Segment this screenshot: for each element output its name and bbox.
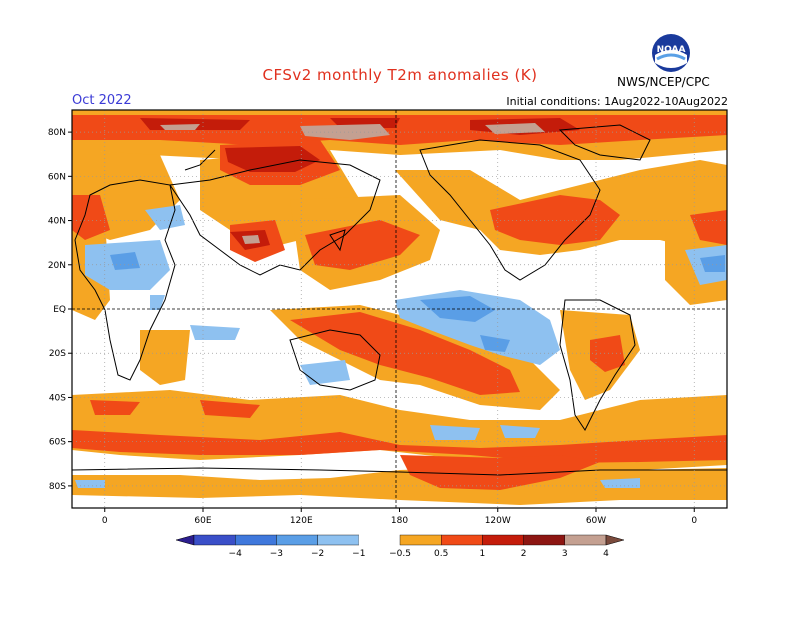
lon-tick-label: 60E (194, 516, 211, 526)
colorbar-segment (358, 535, 400, 545)
lon-tick-label: 120W (485, 516, 511, 526)
forecast-month: Oct 2022 (72, 93, 132, 108)
noaa-logo: NOAA (652, 34, 690, 72)
colorbar-segment (523, 534, 565, 546)
anomaly-layer-neg0.5 (75, 205, 727, 488)
colorbar-segment (399, 534, 442, 546)
colorbar-label: 2 (521, 549, 527, 559)
colorbar-segment (482, 534, 524, 546)
colorbar-label: 1 (480, 549, 486, 559)
chart-title: CFSv2 monthly T2m anomalies (K) (262, 66, 538, 84)
colorbar-segment (441, 534, 483, 546)
agency-label: NWS/NCEP/CPC (617, 75, 710, 89)
colorbar-label: −0.5 (389, 549, 411, 559)
colorbar-segment (234, 534, 277, 546)
lat-tick-label: 80S (49, 482, 66, 492)
lat-tick-label: EQ (53, 305, 66, 315)
map-field (72, 110, 727, 508)
colorbar-label: −4 (229, 549, 243, 559)
colorbar-label: −2 (311, 549, 324, 559)
lon-tick-label: 180 (391, 516, 408, 526)
longitude-ticks: 0 60E 120E 180 120W 60W 0 (102, 508, 697, 526)
colorbar-segment (564, 534, 607, 546)
lat-tick-label: 80N (48, 128, 66, 138)
lat-tick-label: 40N (48, 217, 66, 227)
lon-tick-label: 0 (102, 516, 108, 526)
lat-tick-label: 20S (49, 349, 66, 359)
colorbar-min-arrow (175, 534, 195, 546)
colorbar-label: 4 (603, 549, 609, 559)
latitude-ticks: 80N 60N 40N 20N EQ 20S 40S 60S 80S (48, 128, 72, 492)
colorbar-label: −3 (270, 549, 283, 559)
colorbar-label: −1 (352, 549, 365, 559)
colorbar-max-arrow (605, 534, 625, 546)
colorbar: −4 −3 −2 −1 −0.5 0.5 1 2 3 4 (175, 534, 625, 559)
colorbar-segment (193, 534, 236, 546)
lon-tick-label: 0 (691, 516, 697, 526)
lat-tick-label: 60N (48, 172, 66, 182)
colorbar-segment (317, 534, 360, 546)
lon-tick-label: 60W (586, 516, 606, 526)
lat-tick-label: 60S (49, 438, 66, 448)
colorbar-segment (276, 534, 318, 546)
lat-tick-label: 20N (48, 261, 66, 271)
initial-conditions: Initial conditions: 1Aug2022-10Aug2022 (506, 95, 728, 108)
lat-tick-label: 40S (49, 393, 66, 403)
lon-tick-label: 120E (290, 516, 313, 526)
colorbar-label: 0.5 (434, 549, 448, 559)
colorbar-label: 3 (562, 549, 568, 559)
logo-text: NOAA (657, 45, 686, 55)
